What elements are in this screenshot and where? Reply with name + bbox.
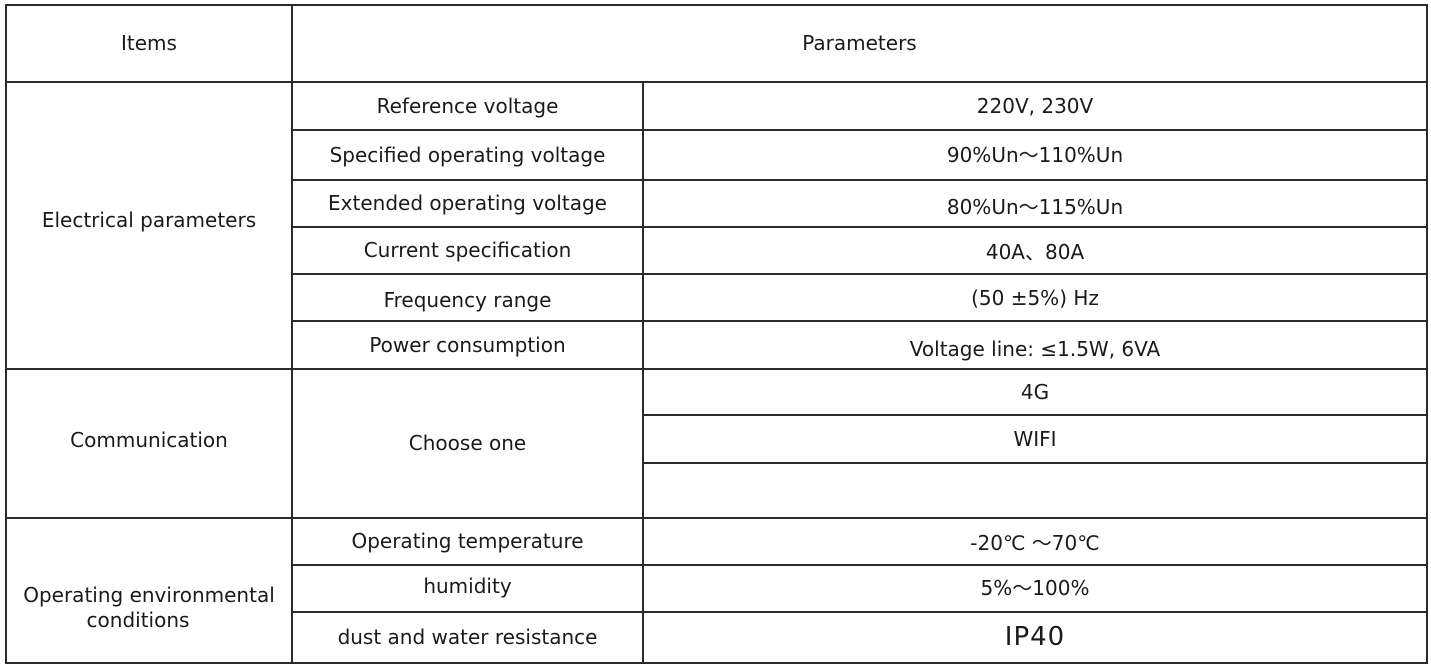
group-label-line: Operating environmental [23, 582, 275, 607]
comm-option: WIFI [1013, 426, 1057, 451]
rule [292, 273, 1428, 275]
param-name: Power consumption [369, 332, 566, 357]
param-value: 220V, 230V [976, 93, 1094, 118]
group-label-line: conditions [86, 607, 190, 632]
param-name: Choose one [408, 431, 527, 455]
rule [292, 611, 1428, 613]
param-value: IP40 [1004, 622, 1066, 652]
rule [292, 179, 1428, 181]
param-value: 40A、80A [985, 240, 1085, 264]
rule [643, 462, 1428, 464]
comm-option [644, 464, 1426, 517]
header-parameters: Parameters [802, 31, 917, 55]
rule-header-bottom [5, 81, 1428, 83]
rule [292, 226, 1428, 228]
param-name: Extended operating voltage [328, 191, 607, 215]
rule-left [5, 4, 7, 664]
param-value: 5%～100% [980, 576, 1090, 600]
rule-col2 [642, 81, 644, 664]
rule-top [5, 4, 1428, 6]
group-label-communication: Communication [70, 428, 228, 452]
rule-group-bottom [5, 368, 1428, 370]
rule-group-bottom [5, 517, 1428, 519]
rule-right [1426, 4, 1428, 664]
rule [292, 564, 1428, 566]
param-value: 90%Un～110%Un [946, 142, 1124, 167]
rule [292, 129, 1428, 131]
rule-bottom [5, 662, 1428, 664]
param-name: Frequency range [383, 288, 552, 312]
param-name: Specified operating voltage [329, 142, 606, 167]
param-value: -20℃ ～70℃ [970, 531, 1100, 555]
param-name: dust and water resistance [337, 625, 598, 649]
rule-col1 [291, 4, 293, 664]
comm-option: 4G [1020, 379, 1050, 404]
group-label-environment: Operating environmental conditions [7, 519, 291, 662]
header-items: Items [121, 31, 177, 55]
rule [643, 414, 1428, 416]
param-value: Voltage line: ≤1.5W, 6VA [909, 336, 1161, 361]
param-name: Reference voltage [376, 93, 559, 118]
rule [292, 320, 1428, 322]
param-name: Current specification [363, 238, 572, 262]
param-value: 80%Un～115%Un [946, 195, 1124, 219]
param-value: (50 ±5%) Hz [971, 286, 1099, 310]
param-name: humidity [423, 574, 512, 598]
spec-table: Items Parameters Electrical parameters R… [5, 4, 1428, 664]
param-name: Operating temperature [351, 529, 584, 553]
group-label-electrical: Electrical parameters [41, 208, 257, 232]
